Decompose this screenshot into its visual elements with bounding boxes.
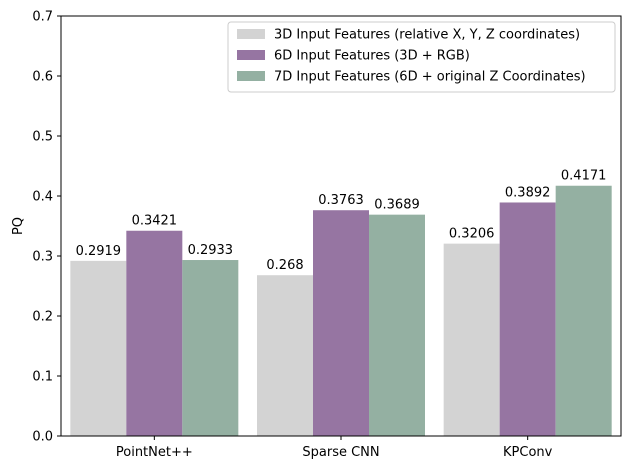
bars-layer bbox=[70, 185, 612, 436]
y-tick-label-0: 0.0 bbox=[32, 430, 53, 445]
x-tick-label-0: PointNet++ bbox=[116, 445, 193, 460]
axes-layer: 0.0 0.1 0.2 0.3 0.4 0.5 0.6 0.7 PointNet++ Sparse… bbox=[11, 10, 622, 460]
data-label-2-0: 0.3206 bbox=[449, 227, 495, 242]
legend-label-1: 6D Input Features (3D + RGB) bbox=[274, 49, 470, 64]
bar-2-2 bbox=[555, 185, 612, 436]
bar-1-0 bbox=[257, 275, 313, 436]
bar-2-0 bbox=[443, 243, 500, 436]
y-tick-label-2: 0.2 bbox=[32, 310, 53, 325]
y-tick-label-7: 0.7 bbox=[32, 10, 53, 25]
data-label-0-0: 0.2919 bbox=[76, 244, 122, 259]
legend-swatch-0 bbox=[237, 29, 265, 39]
legend: 3D Input Features (relative X, Y, Z coor… bbox=[227, 21, 616, 93]
legend-label-0: 3D Input Features (relative X, Y, Z coor… bbox=[274, 28, 580, 43]
legend-label-2: 7D Input Features (6D + original Z Coord… bbox=[274, 70, 586, 85]
data-label-1-0: 0.268 bbox=[266, 258, 303, 273]
y-axis-label: PQ bbox=[11, 217, 26, 235]
bar-1-1 bbox=[313, 210, 369, 436]
data-label-2-2: 0.4171 bbox=[561, 169, 607, 184]
data-label-0-2: 0.2933 bbox=[188, 243, 234, 258]
bar-2-1 bbox=[499, 202, 556, 436]
legend-box bbox=[227, 21, 616, 93]
legend-swatch-1 bbox=[237, 50, 265, 60]
data-label-2-1: 0.3892 bbox=[505, 185, 551, 200]
y-tick-label-4: 0.4 bbox=[32, 190, 53, 205]
x-tick-label-1: Sparse CNN bbox=[302, 445, 379, 460]
bar-1-2 bbox=[369, 214, 425, 436]
bar-0-1 bbox=[126, 230, 183, 436]
y-tick-label-3: 0.3 bbox=[32, 250, 53, 265]
data-labels-layer: 0.2919 0.3421 0.2933 0.268 0.3763 0.3689 0.320… bbox=[76, 169, 607, 273]
x-tick-label-2: KPConv bbox=[503, 445, 553, 460]
y-tick-label-6: 0.6 bbox=[32, 70, 53, 85]
y-tick-label-5: 0.5 bbox=[32, 130, 53, 145]
data-label-1-1: 0.3763 bbox=[318, 193, 364, 208]
legend-swatch-2 bbox=[237, 71, 265, 81]
data-label-1-2: 0.3689 bbox=[374, 198, 420, 213]
y-tick-label-1: 0.1 bbox=[32, 370, 53, 385]
bar-0-0 bbox=[70, 260, 127, 436]
data-label-0-1: 0.3421 bbox=[132, 214, 178, 229]
bar-0-2 bbox=[182, 260, 239, 436]
